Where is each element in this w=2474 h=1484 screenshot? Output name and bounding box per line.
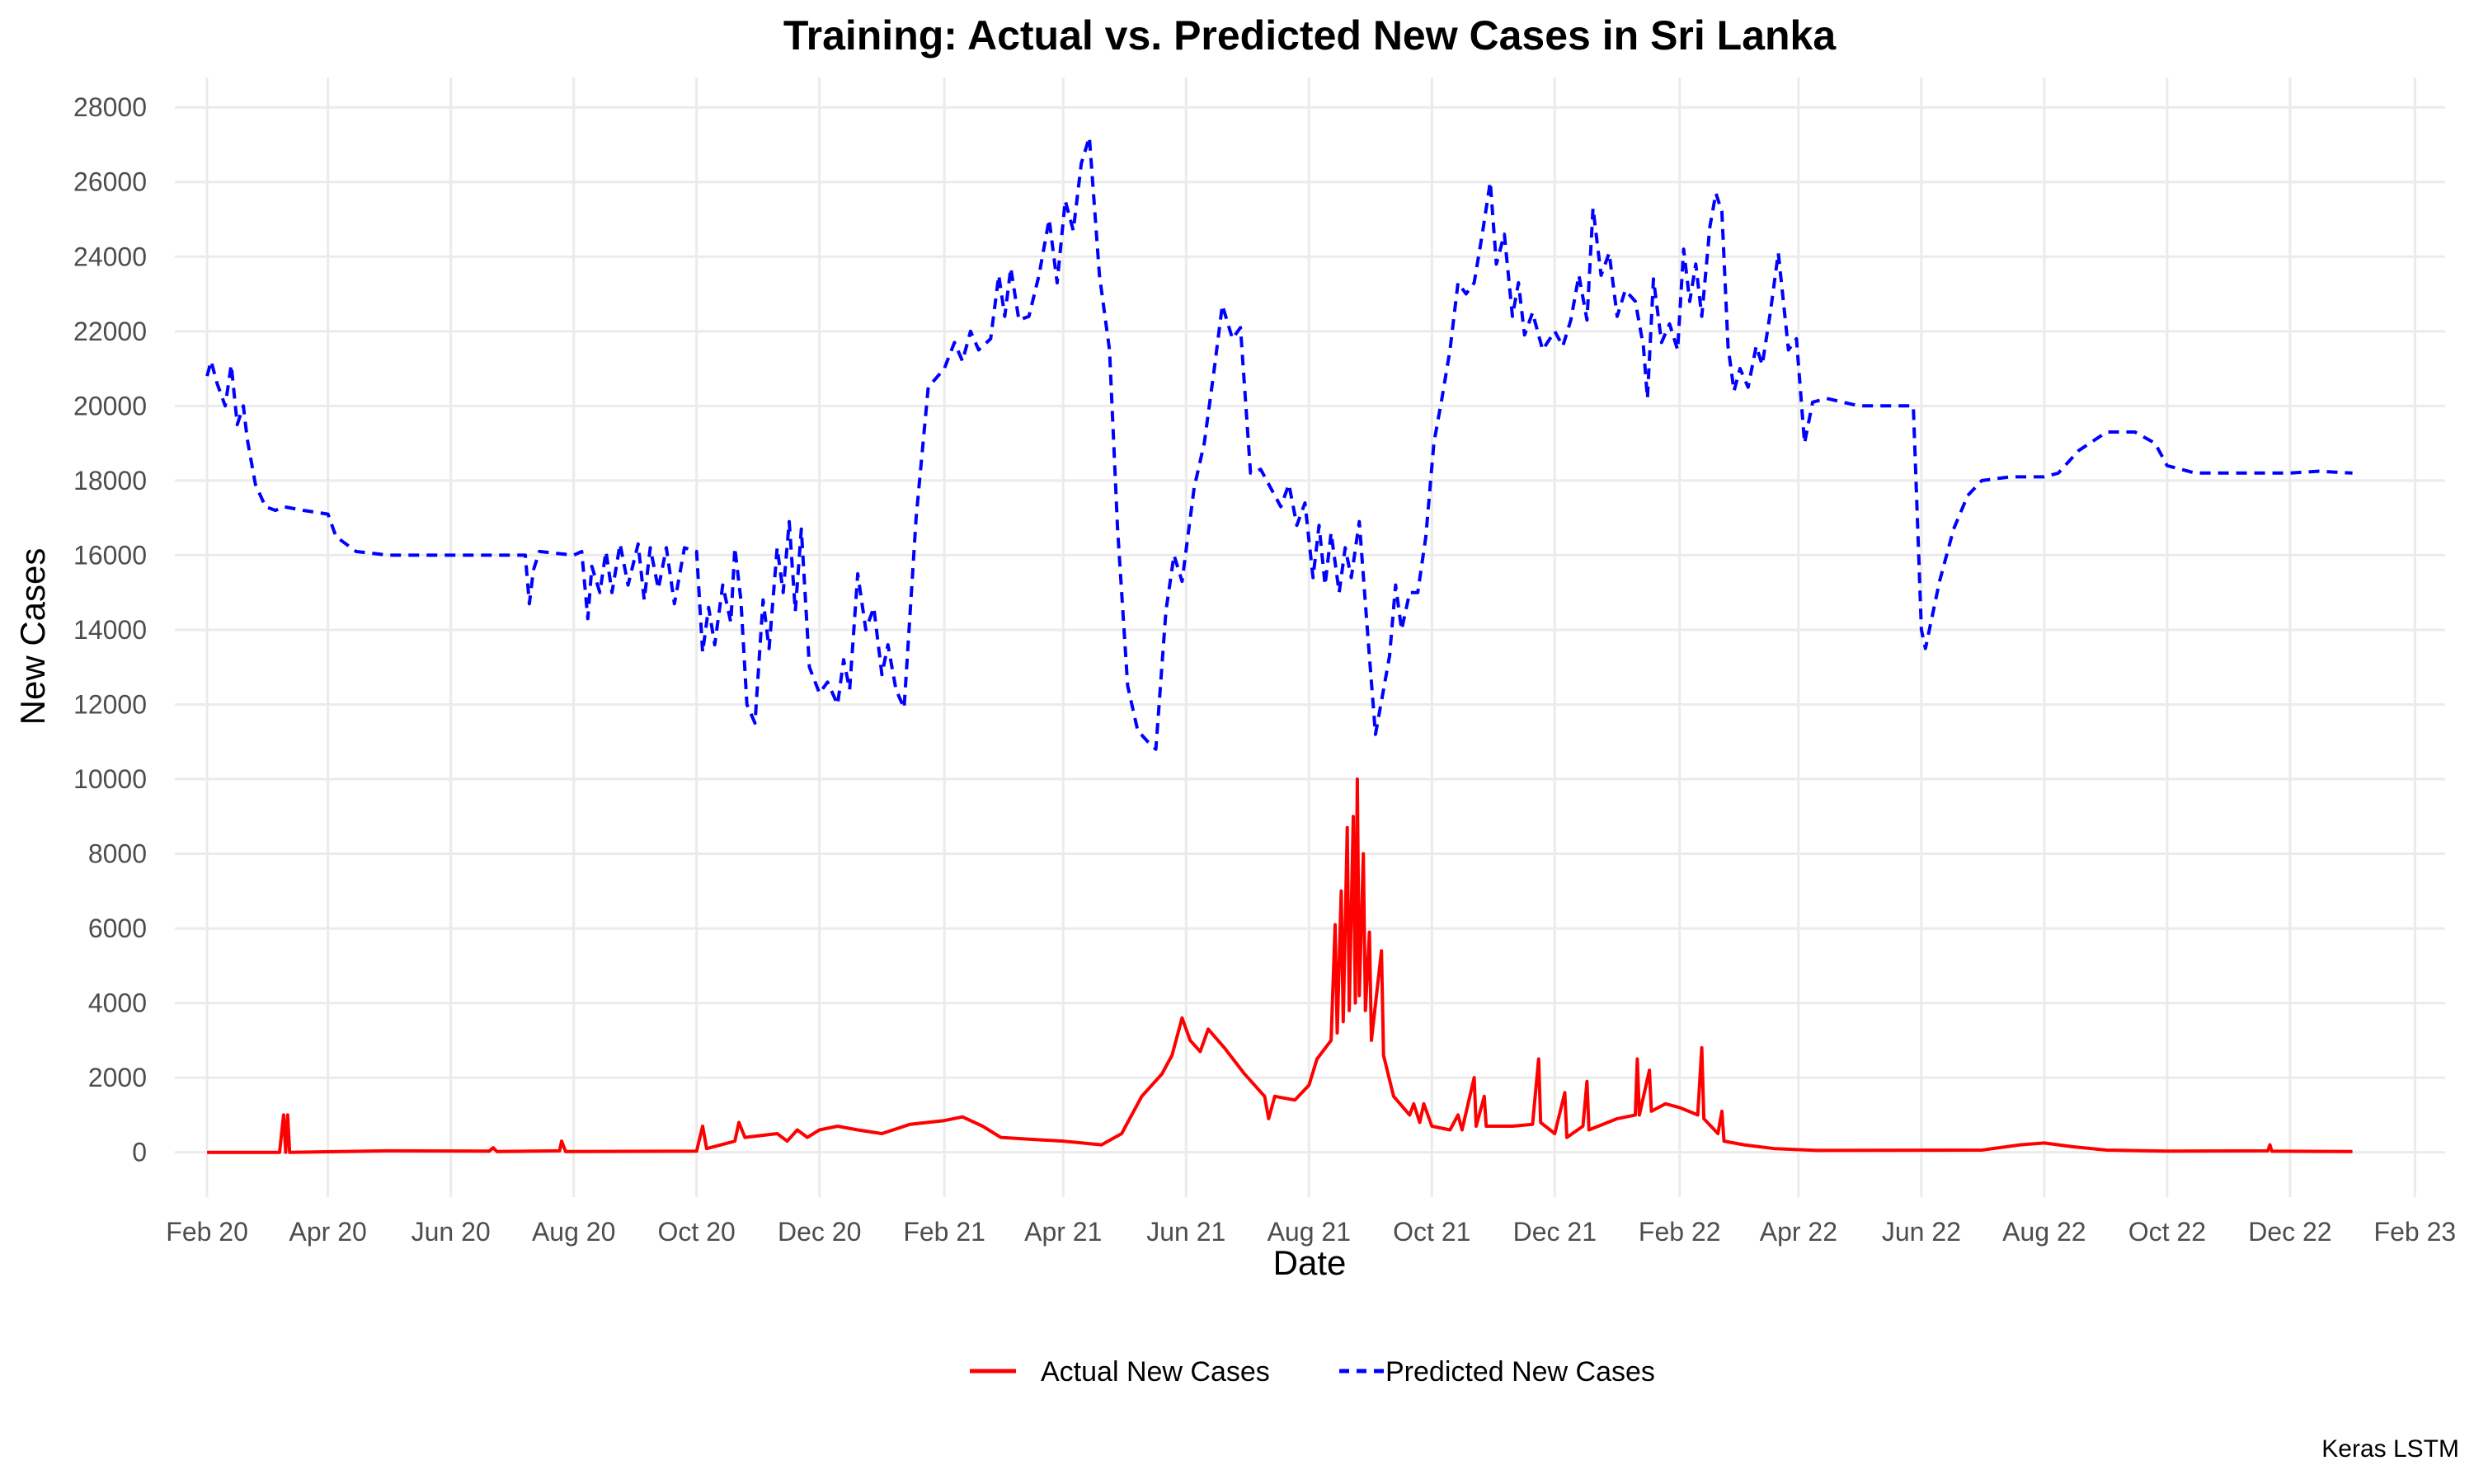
legend-label-predicted: Predicted New Cases [1385, 1356, 1655, 1388]
x-tick-label: Feb 21 [903, 1217, 985, 1247]
x-tick-label: Dec 22 [2248, 1217, 2331, 1247]
x-tick-label: Apr 20 [289, 1217, 367, 1247]
x-tick-label: Aug 21 [1268, 1217, 1351, 1247]
x-axis-ticks: Feb 20 Apr 20 Jun 20 Aug 20 Oct 20 Dec 20 Feb … [166, 1217, 2456, 1247]
y-tick-label: 22000 [73, 317, 147, 346]
y-tick-label: 14000 [73, 615, 147, 645]
x-tick-label: Dec 21 [1513, 1217, 1597, 1247]
x-tick-label: Feb 22 [1639, 1217, 1721, 1247]
x-tick-label: Oct 22 [2128, 1217, 2206, 1247]
x-tick-label: Oct 21 [1393, 1217, 1470, 1247]
chart-caption: Keras LSTM [2321, 1435, 2459, 1463]
y-tick-label: 24000 [73, 242, 147, 271]
y-tick-label: 8000 [88, 839, 147, 869]
x-tick-label: Oct 20 [658, 1217, 736, 1247]
x-tick-label: Apr 21 [1024, 1217, 1102, 1247]
chart-title: Training: Actual vs. Predicted New Cases… [783, 12, 1837, 59]
y-tick-label: 20000 [73, 391, 147, 420]
legend: Actual New Cases Predicted New Cases [970, 1356, 1655, 1388]
x-tick-label: Aug 20 [532, 1217, 615, 1247]
legend-label-actual: Actual New Cases [1041, 1356, 1270, 1388]
series-lines [205, 135, 2353, 1154]
y-tick-label: 12000 [73, 689, 147, 719]
y-tick-label: 26000 [73, 167, 147, 197]
y-tick-label: 0 [132, 1138, 147, 1167]
y-axis-ticks: 0 2000 4000 6000 8000 10000 12000 14000 16000 180… [73, 92, 147, 1167]
y-tick-label: 10000 [73, 764, 147, 794]
y-axis-title: New Cases [13, 548, 52, 726]
x-tick-label: Jun 22 [1882, 1217, 1961, 1247]
x-tick-label: Dec 20 [778, 1217, 861, 1247]
y-tick-label: 18000 [73, 466, 147, 495]
y-tick-label: 6000 [88, 913, 147, 943]
series-line-actual [207, 777, 2353, 1154]
x-axis-title: Date [1273, 1243, 1347, 1282]
grid [175, 77, 2445, 1197]
x-tick-label: Aug 22 [2002, 1217, 2086, 1247]
x-tick-label: Feb 20 [166, 1217, 248, 1247]
x-tick-label: Apr 22 [1760, 1217, 1837, 1247]
series-line-predicted [205, 135, 2353, 751]
y-tick-label: 4000 [88, 989, 147, 1018]
x-tick-label: Jun 20 [412, 1217, 491, 1247]
y-tick-label: 2000 [88, 1063, 147, 1092]
x-tick-label: Feb 23 [2374, 1217, 2457, 1247]
y-tick-label: 16000 [73, 540, 147, 570]
y-tick-label: 28000 [73, 92, 147, 122]
x-tick-label: Jun 21 [1146, 1217, 1225, 1247]
